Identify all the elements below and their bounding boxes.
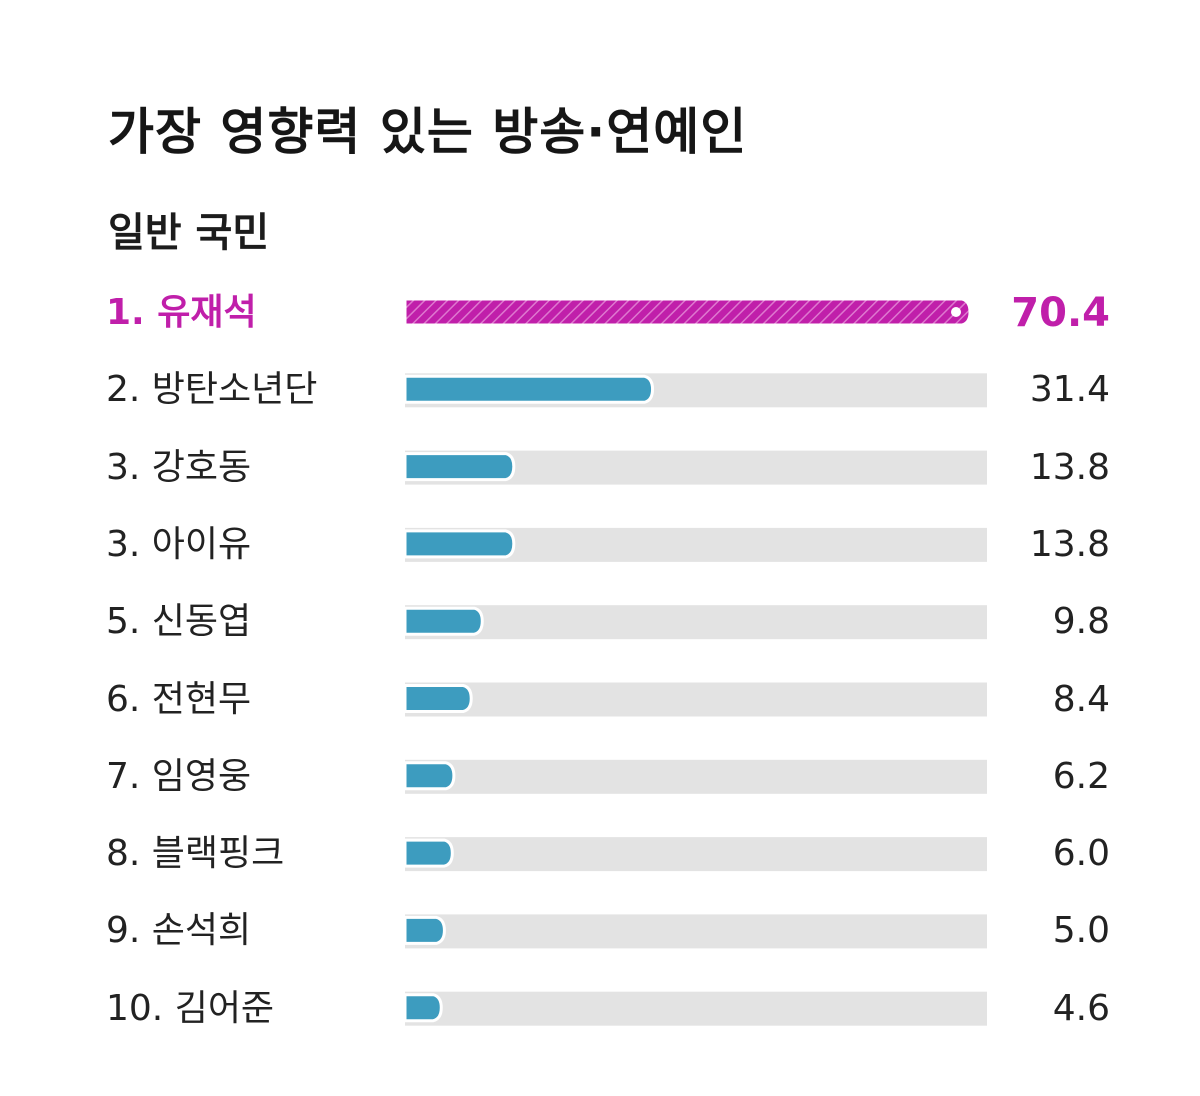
category-label: 9. 손석희 (106, 910, 252, 952)
bar (403, 993, 443, 1023)
value-label: 6.2 (1052, 755, 1110, 797)
bar-track (405, 837, 987, 872)
bar (403, 606, 484, 636)
bar (403, 452, 516, 482)
bar (403, 684, 473, 713)
category-label: 6. 전현무 (106, 678, 252, 720)
value-label: 9.8 (1052, 601, 1110, 643)
bar-track (405, 605, 987, 640)
category-label: 7. 임영웅 (106, 755, 252, 797)
bar (403, 297, 972, 327)
category-label: 2. 방탄소년단 (106, 369, 318, 411)
bar-end-marker (951, 307, 961, 317)
category-label: 3. 강호동 (106, 446, 252, 488)
bar (403, 915, 446, 945)
value-label: 13.8 (1029, 446, 1110, 488)
value-label: 13.8 (1029, 523, 1110, 565)
bars (403, 297, 972, 1023)
bar (403, 838, 454, 868)
bar-track (405, 759, 987, 794)
chart-title: 가장 영향력 있는 방송·연예인 (108, 103, 748, 161)
bar (403, 529, 516, 559)
value-label: 70.4 (1011, 290, 1110, 336)
chart-subtitle: 일반 국민 (108, 210, 270, 256)
value-label: 31.4 (1029, 369, 1110, 411)
category-label: 1. 유재석 (106, 292, 257, 333)
category-label: 5. 신동엽 (106, 601, 252, 643)
category-label: 10. 김어준 (106, 987, 275, 1029)
value-label: 4.6 (1052, 987, 1110, 1029)
value-label: 5.0 (1052, 910, 1110, 952)
bar-track (405, 682, 987, 717)
bar-track (405, 914, 987, 949)
bar-track (405, 991, 987, 1026)
value-label: 8.4 (1052, 678, 1110, 720)
value-label: 6.0 (1052, 833, 1110, 875)
bar (403, 761, 456, 791)
bar (403, 374, 655, 404)
category-label: 8. 블랙핑크 (106, 833, 285, 875)
category-label: 3. 아이유 (106, 523, 252, 565)
